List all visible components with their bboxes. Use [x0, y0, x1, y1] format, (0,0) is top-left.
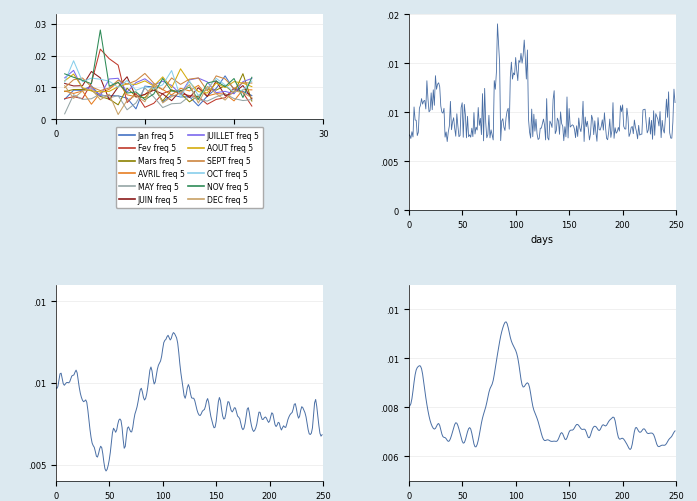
X-axis label: days 2: days 2	[174, 144, 206, 154]
X-axis label: days: days	[531, 235, 554, 245]
Legend: Jan freq 5, Fev freq 5, Mars freq 5, AVRIL freq 5, MAY freq 5, JUIN freq 5, JUIL: Jan freq 5, Fev freq 5, Mars freq 5, AVR…	[116, 128, 263, 208]
